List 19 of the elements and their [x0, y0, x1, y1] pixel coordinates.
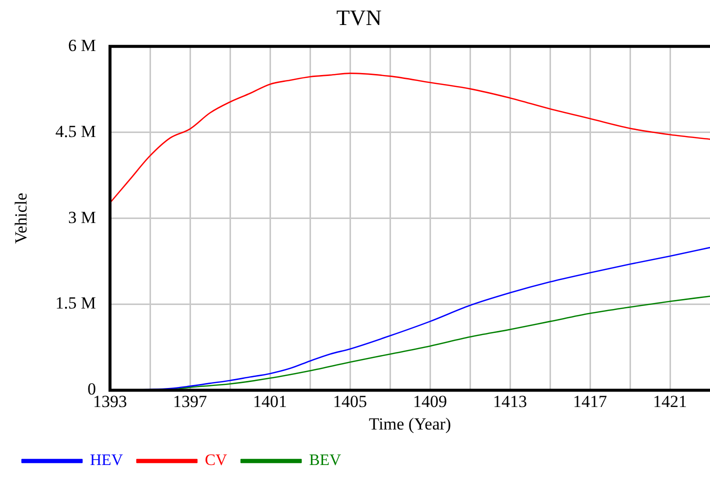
x-tick-label: 1409 — [413, 392, 447, 411]
legend-label: CV — [204, 452, 228, 470]
legend-label: HEV — [90, 452, 124, 470]
line-series — [110, 72, 710, 204]
y-axis-title: Vehicle — [12, 192, 31, 244]
x-tick-label: 1417 — [573, 392, 608, 411]
y-tick-label: 6 M — [68, 36, 96, 55]
y-tick-label: 3 M — [68, 208, 96, 227]
x-tick-label: 1413 — [493, 392, 527, 411]
x-tick-label: 1401 — [253, 392, 287, 411]
x-tick-label: 1397 — [173, 392, 208, 411]
x-tick-label: 1421 — [653, 392, 687, 411]
x-axis-title: Time (Year) — [368, 414, 452, 434]
x-tick-label: 1405 — [333, 392, 367, 411]
chart-title: TVN — [336, 4, 382, 30]
y-tick-label: 1.5 M — [55, 294, 96, 313]
y-tick-label: 0 — [88, 380, 96, 399]
y-tick-label: 4.5 M — [55, 122, 96, 141]
legend-label: BEV — [309, 452, 342, 470]
